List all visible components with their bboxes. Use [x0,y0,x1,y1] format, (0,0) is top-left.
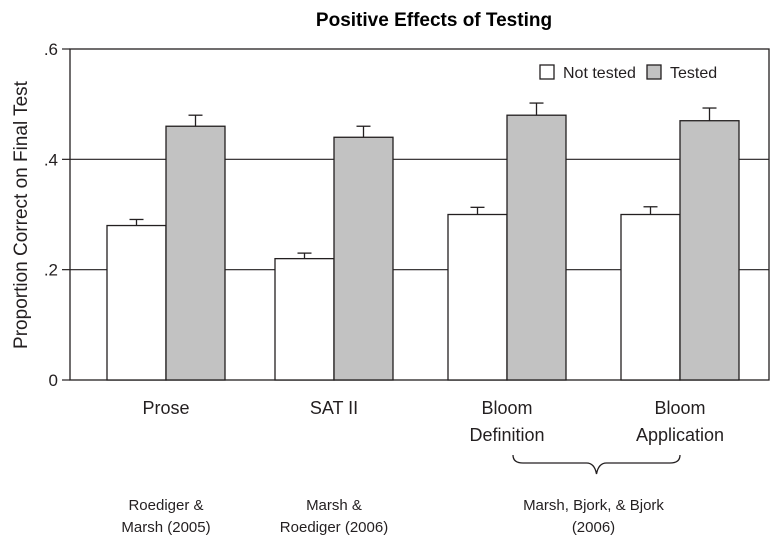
y-tick-label: .6 [44,40,58,59]
citation-text: (2006) [572,519,615,536]
grouping-brace [512,454,681,475]
legend-swatch [646,64,662,80]
y-axis-label: Proportion Correct on Final Test [11,80,32,349]
citation-text: Roediger (2006) [280,519,388,536]
bar-not-tested [620,213,681,381]
bar-not-tested [447,213,508,381]
citation-text: Marsh (2005) [121,519,210,536]
category-label: Application [636,425,724,445]
bar-not-tested [106,224,167,381]
citation-text: Marsh, Bjork, & Bjork [523,497,664,514]
citation-labels: Roediger & Marsh (2005) Marsh & Roediger (2… [121,454,681,536]
y-tick-label: .4 [44,150,58,169]
plot-area: 0 .2 .4 .6 [44,40,770,390]
citation-text: Roediger & [128,497,203,514]
bar-not-tested [274,257,335,381]
legend: Not tested Tested [539,64,717,82]
category-label: Bloom [654,398,705,418]
category-label: Definition [469,425,544,445]
citation-text: Marsh & [306,497,362,514]
legend-label: Not tested [563,65,636,82]
chart-title: Positive Effects of Testing [316,10,552,31]
category-label: SAT II [310,398,358,418]
legend-label: Tested [670,65,717,82]
legend-swatch [539,64,555,80]
bar-tested [506,114,567,381]
bar-tested [165,125,226,381]
bar-tested [333,136,394,381]
category-label: Prose [142,398,189,418]
y-tick-label: .2 [44,261,58,280]
plot-frame [69,48,770,381]
category-labels: Prose SAT II Bloom Definition Bloom Applicati… [142,398,724,445]
y-tick-label: 0 [49,371,58,390]
bar-tested [679,120,740,381]
category-label: Bloom [481,398,532,418]
